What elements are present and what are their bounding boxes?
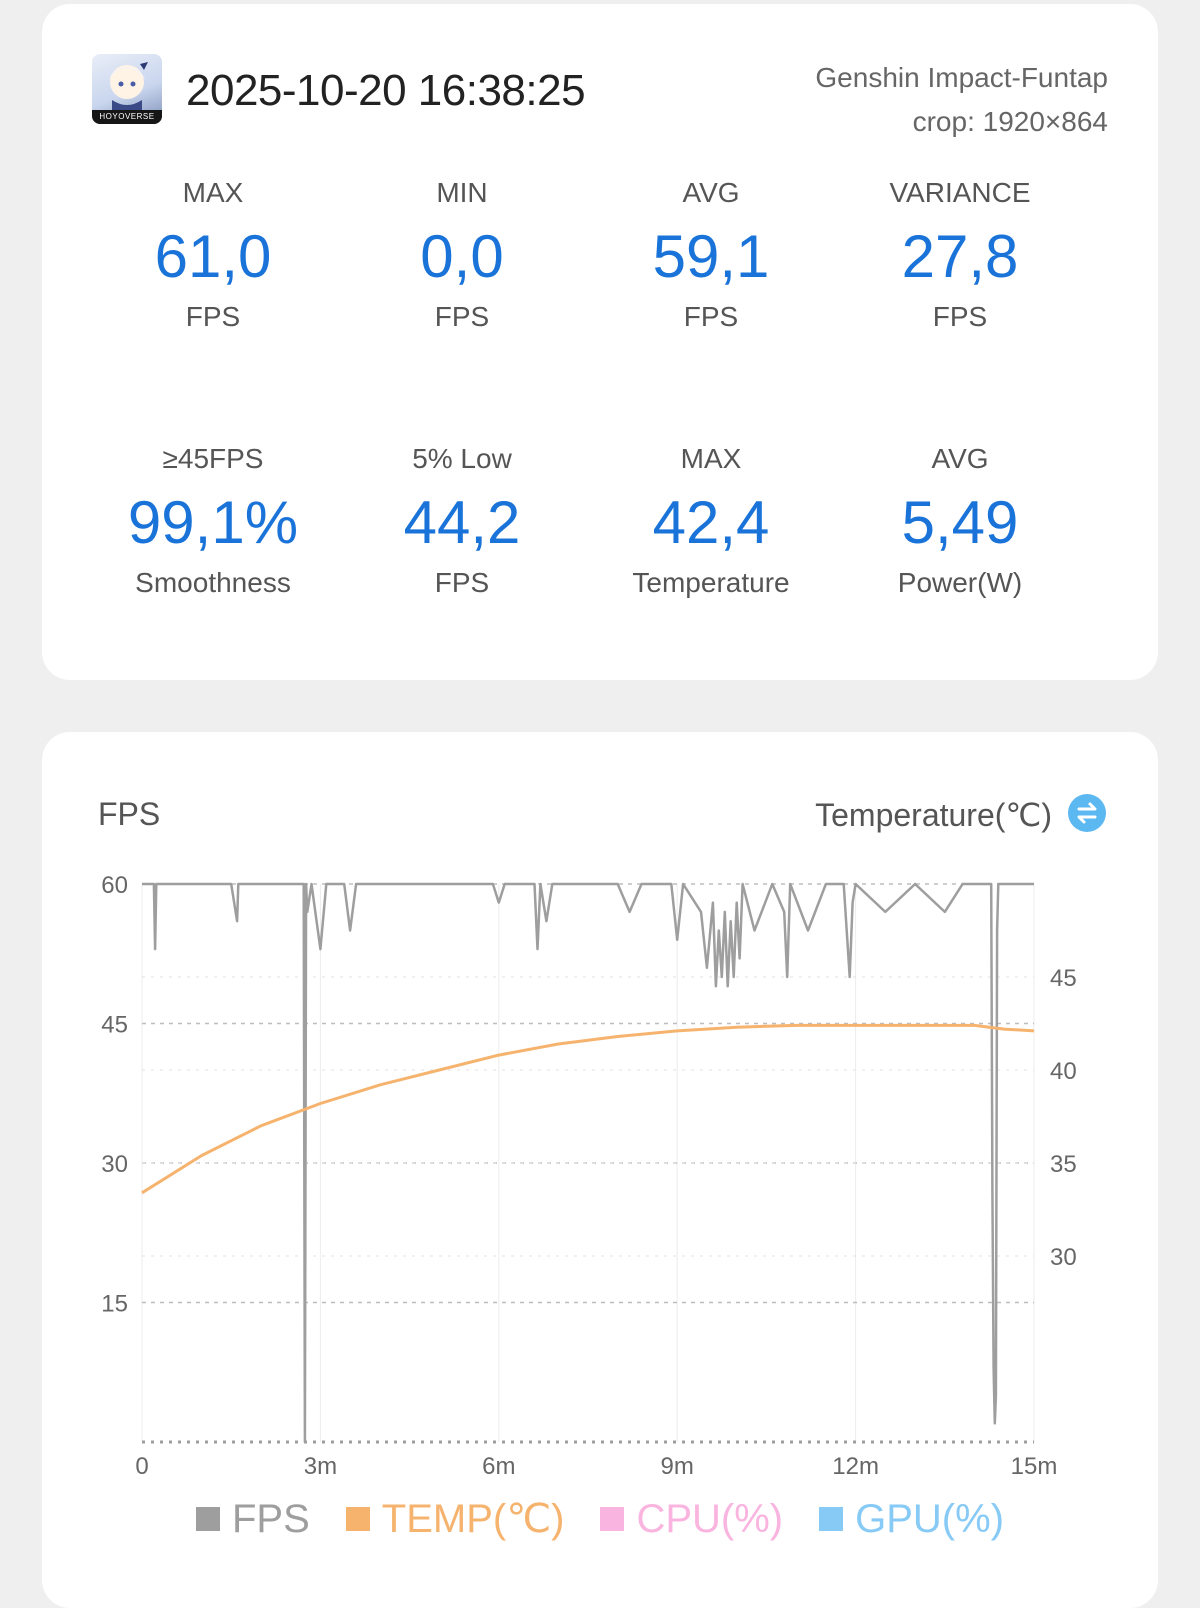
x-tick-label: 9m: [661, 1453, 694, 1480]
stat-value: 59,1: [652, 223, 770, 290]
app-icon: HOYOVERSE: [92, 54, 162, 124]
legend-swatch: [345, 1507, 370, 1531]
y-right-tick-label: 30: [1050, 1244, 1077, 1271]
stat-unit: FPS: [185, 301, 241, 332]
y-left-tick-label: 45: [101, 1012, 128, 1039]
stat-value: 27,8: [901, 223, 1019, 290]
stat-label: AVG: [682, 177, 740, 208]
legend-label: FPS: [231, 1496, 310, 1541]
game-name: Genshin Impact-Funtap: [815, 62, 1108, 93]
x-tick-label: 6m: [482, 1453, 515, 1480]
legend-label: CPU(%): [636, 1496, 784, 1541]
stat-value: 0,0: [420, 223, 504, 290]
stat-value: 44,2: [403, 489, 521, 556]
stat-5pct-low: 5% Low 44,2 FPS: [335, 442, 589, 600]
stat-label: MAX: [680, 443, 742, 474]
swap-vertical-icon: [1077, 802, 1097, 824]
y-left-tick-label: 30: [101, 1151, 128, 1178]
stat-value: 61,0: [154, 223, 272, 290]
series-line-fps: [142, 882, 1034, 1444]
stat-value: 99,1%: [127, 489, 299, 556]
x-tick-label: 12m: [832, 1453, 879, 1480]
swap-axis-button[interactable]: [1068, 794, 1106, 832]
stat-value: 42,4: [652, 489, 770, 556]
chart-legend: FPS TEMP(℃) CPU(%) GPU(%): [42, 1496, 1158, 1542]
stat-label: ≥45FPS: [162, 443, 264, 474]
session-timestamp: 2025-10-20 16:38:25: [186, 66, 586, 115]
legend-swatch: [195, 1507, 220, 1531]
stat-unit: FPS: [434, 301, 490, 332]
x-tick-label: 3m: [304, 1453, 337, 1480]
legend-item[interactable]: CPU(%): [600, 1496, 783, 1542]
stat-label: MAX: [182, 177, 244, 208]
stat-min-fps: MIN 0,0 FPS: [335, 176, 589, 334]
stat-label: AVG: [931, 443, 989, 474]
right-axis-title: Temperature(℃): [815, 797, 1052, 833]
stat-value: 5,49: [901, 489, 1019, 556]
legend-item[interactable]: GPU(%): [819, 1496, 1004, 1542]
legend-swatch: [600, 1507, 625, 1531]
y-right-tick-label: 35: [1050, 1151, 1077, 1178]
stat-unit: FPS: [683, 301, 739, 332]
legend-swatch: [819, 1507, 844, 1531]
stat-label: MIN: [436, 177, 488, 208]
stat-unit: Smoothness: [135, 567, 291, 598]
summary-card: HOYOVERSE 2025-10-20 16:38:25 Genshin Im…: [42, 4, 1158, 680]
stat-unit: Power(W): [897, 567, 1023, 598]
stat-unit: Temperature: [632, 567, 790, 598]
legend-item[interactable]: FPS: [195, 1496, 310, 1542]
stat-label: 5% Low: [412, 443, 512, 474]
app-icon-band: HOYOVERSE: [92, 110, 162, 124]
app-icon-art: [108, 62, 148, 110]
stat-label: VARIANCE: [889, 177, 1031, 208]
series-line-temp: [141, 1023, 1035, 1195]
stat-avg-power: AVG 5,49 Power(W): [833, 442, 1087, 600]
crop-info: crop: 1920×864: [912, 106, 1108, 137]
left-axis-title: FPS: [98, 796, 161, 832]
stat-smoothness: ≥45FPS 99,1% Smoothness: [86, 442, 340, 600]
stat-avg-fps: AVG 59,1 FPS: [584, 176, 838, 334]
x-tick-label: 15m: [1011, 1453, 1058, 1480]
stat-max-fps: MAX 61,0 FPS: [86, 176, 340, 334]
y-right-tick-label: 40: [1050, 1058, 1077, 1085]
chart-card: FPS Temperature(℃) 15 30 45 60 30 35 40 45 0 3m 6m…: [42, 732, 1158, 1608]
fps-temperature-chart: 15 30 45 60 30 35 40 45 0 3m 6m 9m 12m 15m: [101, 872, 1077, 1480]
y-right-tick-label: 45: [1050, 965, 1077, 992]
x-tick-label: 0: [135, 1453, 148, 1480]
stat-max-temperature: MAX 42,4 Temperature: [584, 442, 838, 600]
stat-unit: FPS: [932, 301, 988, 332]
legend-item[interactable]: TEMP(℃): [345, 1496, 565, 1542]
y-left-tick-label: 15: [101, 1291, 128, 1318]
y-left-tick-label: 60: [101, 872, 128, 899]
legend-label: TEMP(℃): [381, 1497, 565, 1541]
stat-variance: VARIANCE 27,8 FPS: [833, 176, 1087, 334]
stat-unit: FPS: [434, 567, 490, 598]
legend-label: GPU(%): [855, 1496, 1005, 1541]
